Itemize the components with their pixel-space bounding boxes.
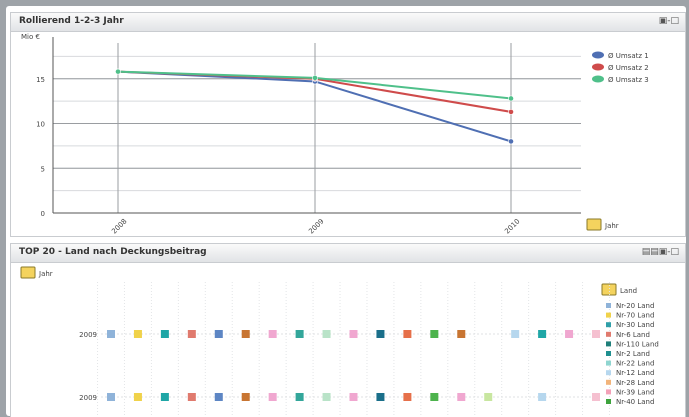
data-marker	[133, 393, 142, 401]
line-chart: Mio € 0 5 10 15 2008 2009 2010 Ø Umsatz 1 Ø Ums…	[21, 33, 649, 236]
data-marker	[376, 393, 385, 401]
data-marker	[538, 330, 547, 338]
data-marker	[187, 393, 196, 401]
legend-swatch	[592, 51, 604, 59]
data-marker	[403, 330, 412, 338]
data-marker	[268, 393, 277, 401]
data-point	[115, 68, 121, 75]
data-marker	[457, 393, 466, 401]
legend-label: Nr-28 Land	[616, 379, 654, 387]
y-tick-label: 15	[36, 76, 45, 84]
x-tick-label: 2009	[307, 217, 325, 235]
x-tick-label: 2010	[503, 217, 521, 235]
data-point	[312, 74, 318, 81]
legend-label: Nr-20 Land	[616, 302, 654, 310]
legend-label: Nr-30 Land	[616, 321, 654, 329]
legend-swatch	[606, 312, 611, 318]
legend-swatch	[606, 389, 611, 395]
scatter-chart-panel: TOP 20 - Land nach Deckungsbeitrag ▤▤▣-□…	[10, 243, 686, 417]
legend-swatch	[606, 399, 611, 404]
legend-swatch	[606, 360, 611, 366]
legend-label: Ø Umsatz 2	[608, 64, 649, 72]
data-marker	[349, 330, 358, 338]
legend-swatch	[606, 331, 611, 337]
dimension-button-label: Jahr	[38, 270, 53, 278]
x-tick-label: 2008	[110, 217, 128, 235]
y-tick-label: 10	[36, 121, 45, 129]
data-marker	[160, 330, 169, 338]
y-tick-label: 5	[41, 165, 45, 173]
data-point	[508, 138, 514, 145]
data-marker	[430, 330, 439, 338]
legend-label: Nr-70 Land	[616, 312, 654, 320]
legend-label: Ø Umsatz 3	[608, 76, 649, 84]
data-marker	[160, 393, 169, 401]
data-marker	[107, 330, 115, 338]
x-axis-dimension-button[interactable]: Jahr	[586, 218, 619, 231]
legend-label: Ø Umsatz 1	[608, 52, 649, 60]
data-marker	[268, 330, 277, 338]
legend-swatch	[606, 341, 611, 347]
data-marker	[376, 330, 385, 338]
legend-label: Nr-2 Land	[616, 350, 650, 358]
legend-swatch	[606, 379, 611, 385]
caption-window-icons[interactable]: ▤▤▣-□	[641, 247, 679, 257]
dimension-button-icon[interactable]	[20, 266, 36, 279]
data-marker	[241, 330, 250, 338]
data-marker	[592, 330, 600, 338]
data-marker	[295, 330, 304, 338]
data-marker	[107, 393, 115, 401]
line-chart-caption: Rollierend 1-2-3 Jahr ▣-□	[11, 13, 685, 32]
data-marker	[133, 330, 142, 338]
data-point	[508, 108, 514, 115]
data-marker	[538, 393, 547, 401]
data-marker	[484, 393, 493, 401]
legend-label: Nr-110 Land	[616, 340, 659, 348]
legend-button-label: Land	[620, 287, 637, 295]
data-marker	[322, 330, 331, 338]
data-marker	[430, 393, 439, 401]
data-marker	[349, 393, 358, 401]
data-marker	[511, 330, 520, 338]
legend-label: Nr-39 Land	[616, 388, 654, 396]
legend-swatch	[606, 303, 611, 308]
scatter-chart-title: TOP 20 - Land nach Deckungsbeitrag	[19, 247, 207, 257]
data-marker	[322, 393, 331, 401]
legend-label: Nr-12 Land	[616, 369, 654, 377]
legend-swatch	[592, 63, 604, 71]
data-point	[508, 95, 514, 102]
caption-window-icons[interactable]: ▣-□	[658, 16, 679, 26]
x-axis-label: Jahr	[604, 222, 619, 230]
legend-label: Nr-6 Land	[616, 331, 650, 339]
legend-swatch	[592, 75, 604, 83]
data-marker	[295, 393, 304, 401]
dimension-button-icon[interactable]	[586, 218, 602, 231]
data-marker	[565, 330, 574, 338]
data-marker	[187, 330, 196, 338]
legend-swatch	[606, 351, 611, 356]
legend-label: Nr-40 Land	[616, 398, 654, 406]
legend-swatch	[606, 322, 611, 328]
data-marker	[214, 393, 223, 401]
data-marker	[403, 393, 412, 401]
line-chart-panel: Rollierend 1-2-3 Jahr ▣-□ Mio € 0 5 10 15 20…	[10, 12, 686, 237]
y-axis-label: Mio €	[21, 33, 40, 41]
row-label: 2009	[79, 394, 97, 402]
legend-label: Nr-22 Land	[616, 360, 654, 368]
data-marker	[241, 393, 250, 401]
scatter-chart-caption: TOP 20 - Land nach Deckungsbeitrag ▤▤▣-□	[11, 244, 685, 263]
data-marker	[592, 393, 600, 401]
dimension-button-jahr[interactable]: Jahr	[20, 266, 53, 279]
data-marker	[457, 330, 466, 338]
legend-swatch	[606, 370, 611, 376]
legend-button-land[interactable]: Land	[601, 283, 637, 296]
y-tick-label: 0	[41, 210, 45, 218]
line-chart-title: Rollierend 1-2-3 Jahr	[19, 16, 124, 26]
data-marker	[214, 330, 223, 338]
row-label: 2009	[79, 331, 97, 339]
